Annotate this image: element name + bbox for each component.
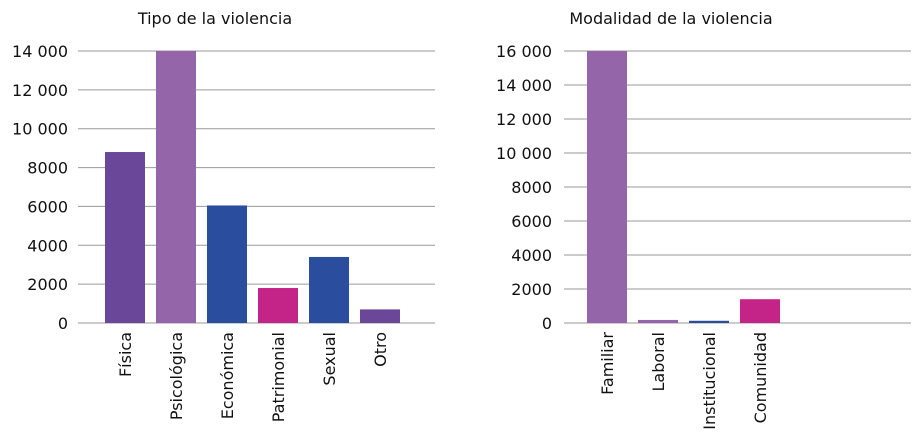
x-tick-label: Institucional — [700, 332, 719, 430]
x-tick-label: Comunidad — [751, 332, 770, 423]
x-tick-label: Laboral — [649, 332, 668, 392]
y-tick-label: 16 000 — [496, 42, 552, 61]
x-tick-label: Sexual — [320, 332, 339, 386]
y-tick-label: 12 000 — [496, 110, 552, 129]
y-tick-label: 12 000 — [12, 81, 68, 100]
x-tick-label: Física — [116, 332, 135, 377]
y-tick-label: 4000 — [27, 236, 68, 255]
y-tick-label: 2000 — [511, 280, 552, 299]
y-tick-label: 0 — [542, 314, 552, 333]
bar-otro — [360, 309, 400, 323]
bar-comunidad — [740, 299, 780, 323]
chart-modalidad-violencia: Modalidad de la violencia 0 2000 4000 6000 80… — [496, 9, 911, 430]
y-tick-label: 6000 — [511, 212, 552, 231]
y-tick-label: 8000 — [27, 159, 68, 178]
x-tick-label: Psicológica — [167, 332, 186, 420]
y-tick-label: 6000 — [27, 197, 68, 216]
y-tick-label: 0 — [58, 314, 68, 333]
bar-laboral — [638, 319, 678, 323]
y-tick-label: 8000 — [511, 178, 552, 197]
bar-fisica — [105, 152, 145, 323]
y-tick-label: 10 000 — [12, 120, 68, 139]
chart-tipo-violencia: Tipo de la violencia 0 2000 4000 6000 8000 10 … — [12, 9, 435, 422]
y-tick-label: 4000 — [511, 246, 552, 265]
bar-sexual — [309, 256, 349, 323]
y-tick-label: 14 000 — [12, 42, 68, 61]
bar-psicologica — [156, 51, 196, 323]
bar-institucional — [689, 320, 729, 323]
y-tick-label: 2000 — [27, 275, 68, 294]
y-tick-label: 10 000 — [496, 144, 552, 163]
x-tick-label: Otro — [371, 332, 390, 367]
y-tick-label: 14 000 — [496, 76, 552, 95]
bar-familiar — [587, 51, 627, 323]
x-tick-label: Patrimonial — [269, 332, 288, 422]
chart-title: Modalidad de la violencia — [569, 9, 772, 28]
bar-economica — [207, 205, 247, 323]
bar-patrimonial — [258, 288, 298, 323]
x-tick-label: Económica — [218, 332, 237, 419]
x-tick-label: Familiar — [598, 332, 617, 395]
chart-title: Tipo de la violencia — [137, 9, 292, 28]
